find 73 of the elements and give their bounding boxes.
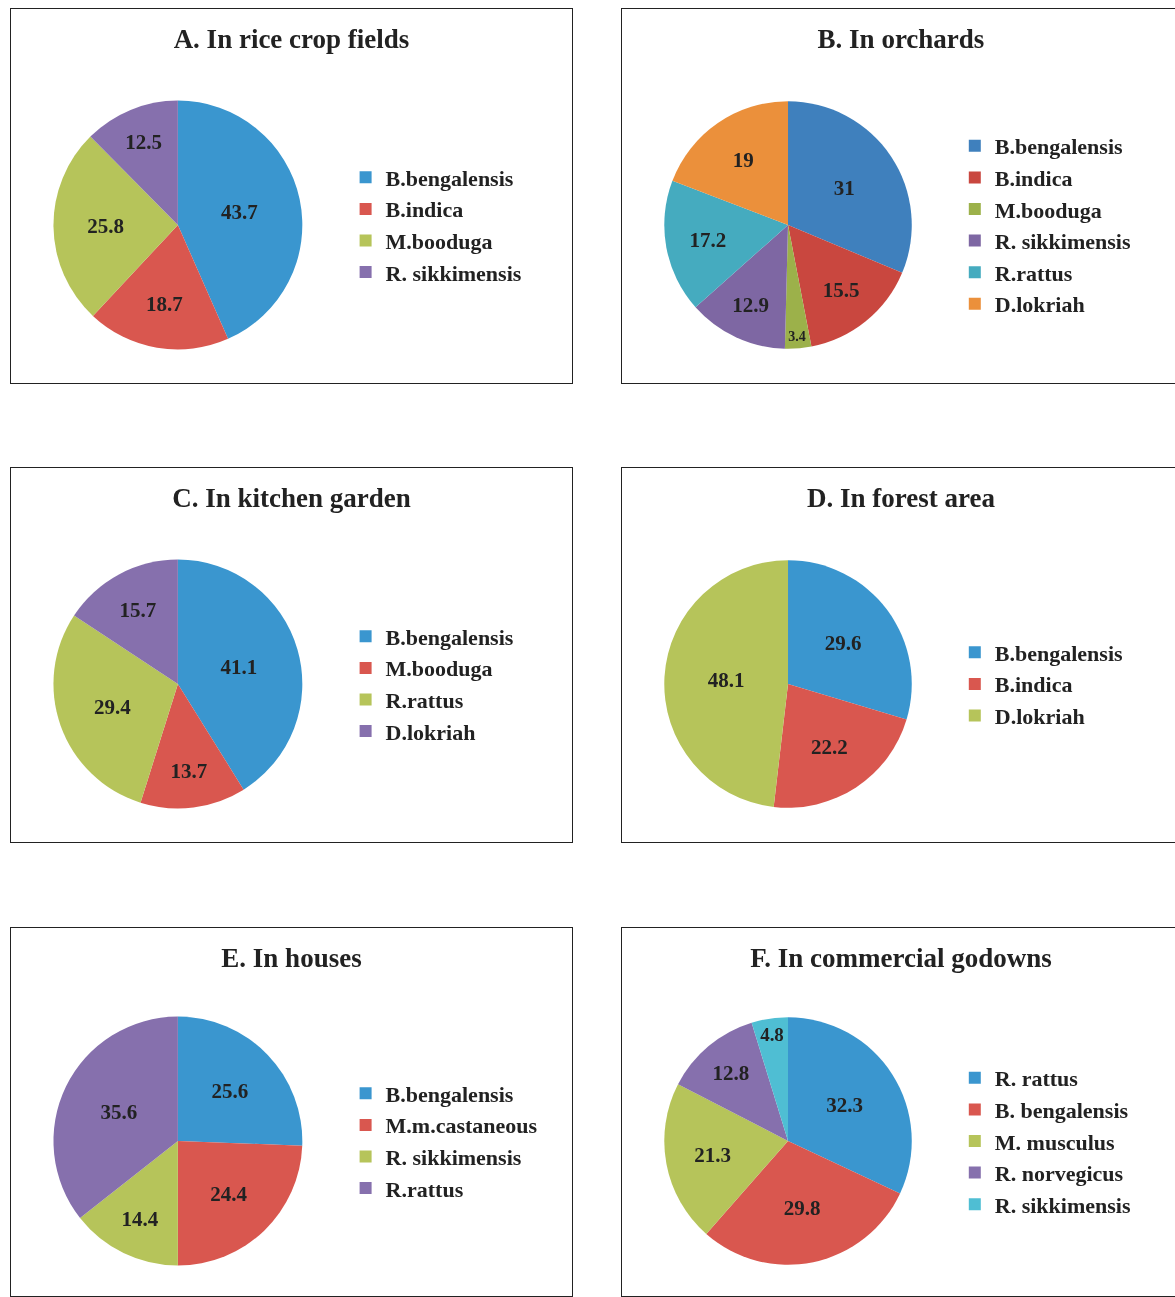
pie-slice (672, 101, 789, 225)
pie-slice (788, 101, 912, 273)
legend-label: M.booduga (385, 656, 493, 682)
legend-label: B.indica (385, 197, 464, 223)
pie-slice (784, 225, 812, 349)
legend-label: B.bengalensis (385, 165, 514, 191)
data-label: 25.8 (87, 214, 124, 239)
legend-label: D.lokriah (994, 704, 1085, 730)
data-label: 19 (732, 147, 754, 172)
data-label: 25.6 (211, 1078, 249, 1103)
data-label: 29.6 (824, 631, 862, 655)
data-label: 14.4 (121, 1206, 159, 1231)
data-label: 43.7 (221, 200, 258, 225)
pie-slice (140, 684, 244, 809)
data-label: 4.8 (760, 1023, 784, 1045)
pie-slice (773, 684, 907, 808)
pie-slice (177, 1141, 303, 1266)
legend-label: R. sikkimensis (994, 229, 1131, 255)
data-label: 17.2 (689, 227, 727, 252)
data-label: 32.3 (826, 1093, 864, 1118)
chart-title: C. In kitchen garden (172, 482, 411, 513)
legend-label: R. sikkimensis (385, 1145, 522, 1171)
legend-label: R. sikkimensis (385, 260, 522, 286)
legend-label: R.rattus (385, 1176, 464, 1202)
legend-label: B. bengalensis (994, 1097, 1129, 1123)
chart-title: D. In forest area (807, 482, 996, 513)
pie-slice (788, 560, 912, 720)
legend-label: M.booduga (994, 197, 1102, 223)
pie-slice (678, 1022, 789, 1141)
data-label: 15.5 (822, 278, 860, 303)
chart-title: E. In houses (221, 942, 362, 973)
legend-label: R. sikkimensis (994, 1192, 1131, 1218)
legend-label: R. norvegicus (994, 1161, 1124, 1187)
legend-label: M.m.castaneous (385, 1113, 538, 1139)
data-label: 12.9 (732, 293, 770, 318)
legend-label: B.bengalensis (385, 1081, 514, 1107)
chart-title: F. In commercial godowns (750, 942, 1052, 973)
legend-label: R.rattus (385, 688, 464, 714)
legend-label: D.lokriah (385, 719, 476, 745)
pie-slice (74, 559, 178, 684)
data-label: 29.4 (94, 695, 132, 720)
data-label: 18.7 (146, 292, 183, 317)
data-label: 48.1 (707, 668, 745, 693)
legend-label: B.bengalensis (994, 640, 1123, 666)
data-label: 15.7 (119, 597, 157, 622)
data-label: 29.8 (783, 1196, 821, 1221)
legend-label: B.bengalensis (994, 134, 1123, 160)
legend-label: M.booduga (385, 229, 493, 255)
legend-label: B.indica (994, 165, 1073, 191)
data-label: 3.4 (788, 328, 806, 345)
data-label: 24.4 (210, 1181, 248, 1206)
legend-label: B.bengalensis (385, 624, 514, 650)
data-label: 21.3 (694, 1143, 732, 1168)
data-label: 13.7 (170, 759, 208, 784)
legend-label: M. musculus (994, 1129, 1116, 1155)
pie-slice (664, 560, 789, 807)
data-label: 22.2 (811, 734, 848, 759)
data-label: 31 (833, 175, 855, 200)
legend-label: R. rattus (994, 1066, 1079, 1092)
legend-label: B.indica (994, 672, 1073, 698)
chart-title: A. In rice crop fields (173, 23, 410, 54)
data-label: 41.1 (220, 654, 258, 679)
legend-label: D.lokriah (994, 292, 1085, 318)
pie-slice (788, 225, 903, 347)
pie-slice (80, 1141, 178, 1266)
chart-title: B. In orchards (817, 23, 985, 54)
data-label: 12.5 (125, 129, 162, 154)
pie-slice (177, 1016, 303, 1146)
pie-slice (788, 1017, 912, 1194)
legend-label: R.rattus (994, 260, 1073, 286)
data-label: 12.8 (712, 1060, 750, 1085)
pie-slice (751, 1017, 789, 1141)
data-label: 35.6 (100, 1100, 138, 1125)
